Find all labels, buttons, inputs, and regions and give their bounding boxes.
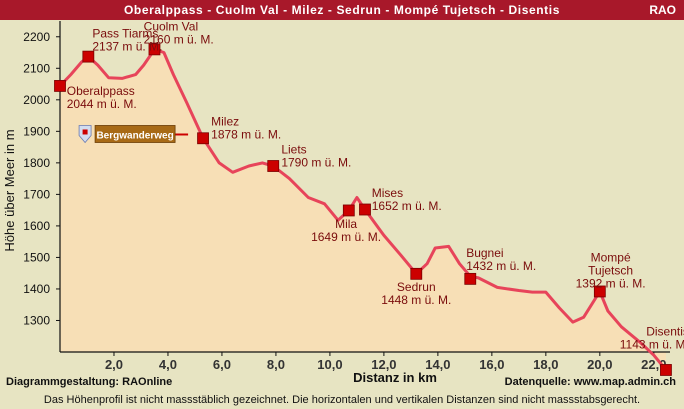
title-badge: RAO bbox=[649, 3, 676, 17]
source-text: Datenquelle: www.map.admin.ch bbox=[504, 376, 676, 388]
x-tick-label: 18,0 bbox=[533, 357, 558, 372]
markers-group bbox=[54, 43, 672, 376]
chart-title: Oberalppass - Cuolm Val - Milez - Sedrun… bbox=[124, 3, 560, 17]
y-tick-label: 2100 bbox=[23, 61, 50, 75]
waypoint-marker bbox=[267, 160, 280, 172]
waypoint-elevation: 1143 m ü. M. bbox=[620, 337, 684, 351]
waypoint-elevation: 1448 m ü. M. bbox=[381, 293, 451, 307]
hiking-badge bbox=[94, 125, 176, 143]
waypoint-name: Liets bbox=[281, 142, 306, 156]
x-tick-label: 4,0 bbox=[159, 357, 177, 372]
y-tick-label: 1300 bbox=[23, 313, 50, 327]
waypoint-name: Oberalppass bbox=[67, 84, 135, 98]
y-tick-label: 1700 bbox=[23, 187, 50, 201]
x-tick-label: 10,0 bbox=[317, 357, 342, 372]
axes-group: 1300 1400 1500 1600 1700 1800 1900 2000 2100 2200… bbox=[2, 21, 670, 385]
waypoint-marker bbox=[464, 272, 477, 285]
y-tick-label: 1800 bbox=[23, 156, 50, 170]
x-tick-label: 6,0 bbox=[213, 357, 231, 372]
y-tick-label: 1600 bbox=[23, 219, 50, 233]
waypoint-elevation: 1649 m ü. M. bbox=[311, 230, 381, 244]
waypoint-elevation: 1790 m ü. M. bbox=[281, 155, 351, 169]
profile-line-group bbox=[58, 47, 668, 372]
title-bar: Oberalppass - Cuolm Val - Milez - Sedrun… bbox=[0, 0, 684, 20]
y-tick-label: 1500 bbox=[23, 250, 50, 264]
y-tick-label: 2000 bbox=[23, 93, 50, 107]
waypoint-elevation: 2160 m ü. M. bbox=[144, 32, 214, 46]
waypoint-name: Milez bbox=[211, 115, 239, 129]
y-axis-title: Höhe über Meer in m bbox=[2, 129, 17, 251]
waypoint-marker bbox=[148, 43, 161, 56]
x-tick-label: 14,0 bbox=[425, 357, 450, 372]
waypoint-marker bbox=[197, 132, 209, 145]
profile-line bbox=[58, 47, 668, 372]
waypoint-elevation: 2044 m ü. M. bbox=[67, 97, 137, 111]
elevation-chart: 1300 1400 1500 1600 1700 1800 1900 2000 2100 2200… bbox=[2, 19, 684, 385]
waypoint-marker bbox=[82, 50, 95, 63]
x-tick-label: 16,0 bbox=[479, 357, 504, 372]
waypoint-marker bbox=[359, 203, 371, 216]
waypoint-name: Disentis bbox=[646, 324, 684, 338]
y-tick-label: 2200 bbox=[23, 30, 50, 44]
x-tick-label: 2,0 bbox=[105, 357, 123, 372]
y-tick-label: 1900 bbox=[23, 124, 50, 138]
waypoint-name: Mises bbox=[372, 186, 403, 200]
waypoint-name: Mila bbox=[335, 217, 357, 231]
credit-text: Diagrammgestaltung: RAOnline bbox=[6, 376, 173, 388]
waypoint-name: Bugnei bbox=[466, 246, 503, 260]
hiking-badge-label: Bergwanderweg bbox=[96, 130, 173, 141]
waypoint-elevation: 1878 m ü. M. bbox=[211, 128, 281, 142]
annotation-group: Bergwanderweg bbox=[78, 125, 189, 144]
waypoint-marker bbox=[660, 364, 672, 376]
x-tick-label: 12,0 bbox=[371, 357, 396, 372]
waypoint-name: Tujetsch bbox=[588, 264, 633, 278]
waypoint-marker bbox=[410, 267, 423, 280]
waypoint-elevation: 1432 m ü. M. bbox=[466, 259, 536, 273]
x-tick-label: 20,0 bbox=[587, 357, 612, 372]
shield-cross-icon bbox=[82, 129, 88, 135]
waypoint-elevation: 1652 m ü. M. bbox=[372, 199, 442, 213]
waypoint-name: Sedrun bbox=[397, 280, 436, 294]
waypoint-name: Mompé bbox=[591, 251, 631, 265]
waypoint-marker bbox=[342, 204, 355, 217]
x-axis-title: Distanz in km bbox=[353, 370, 437, 385]
waypoint-marker bbox=[54, 80, 66, 92]
y-tick-label: 1400 bbox=[23, 282, 50, 296]
waypoint-elevation: 2137 m ü. M. bbox=[92, 40, 162, 54]
waypoint-marker bbox=[593, 285, 606, 298]
footnote: Das Höhenprofil ist nicht massstäblich g… bbox=[43, 394, 641, 406]
waypoint-name: Pass Tiarms bbox=[92, 27, 158, 41]
x-tick-label: 8,0 bbox=[267, 357, 285, 372]
waypoint-elevation: 1392 m ü. M. bbox=[576, 277, 646, 291]
waypoint-name: Cuolm Val bbox=[144, 19, 198, 33]
